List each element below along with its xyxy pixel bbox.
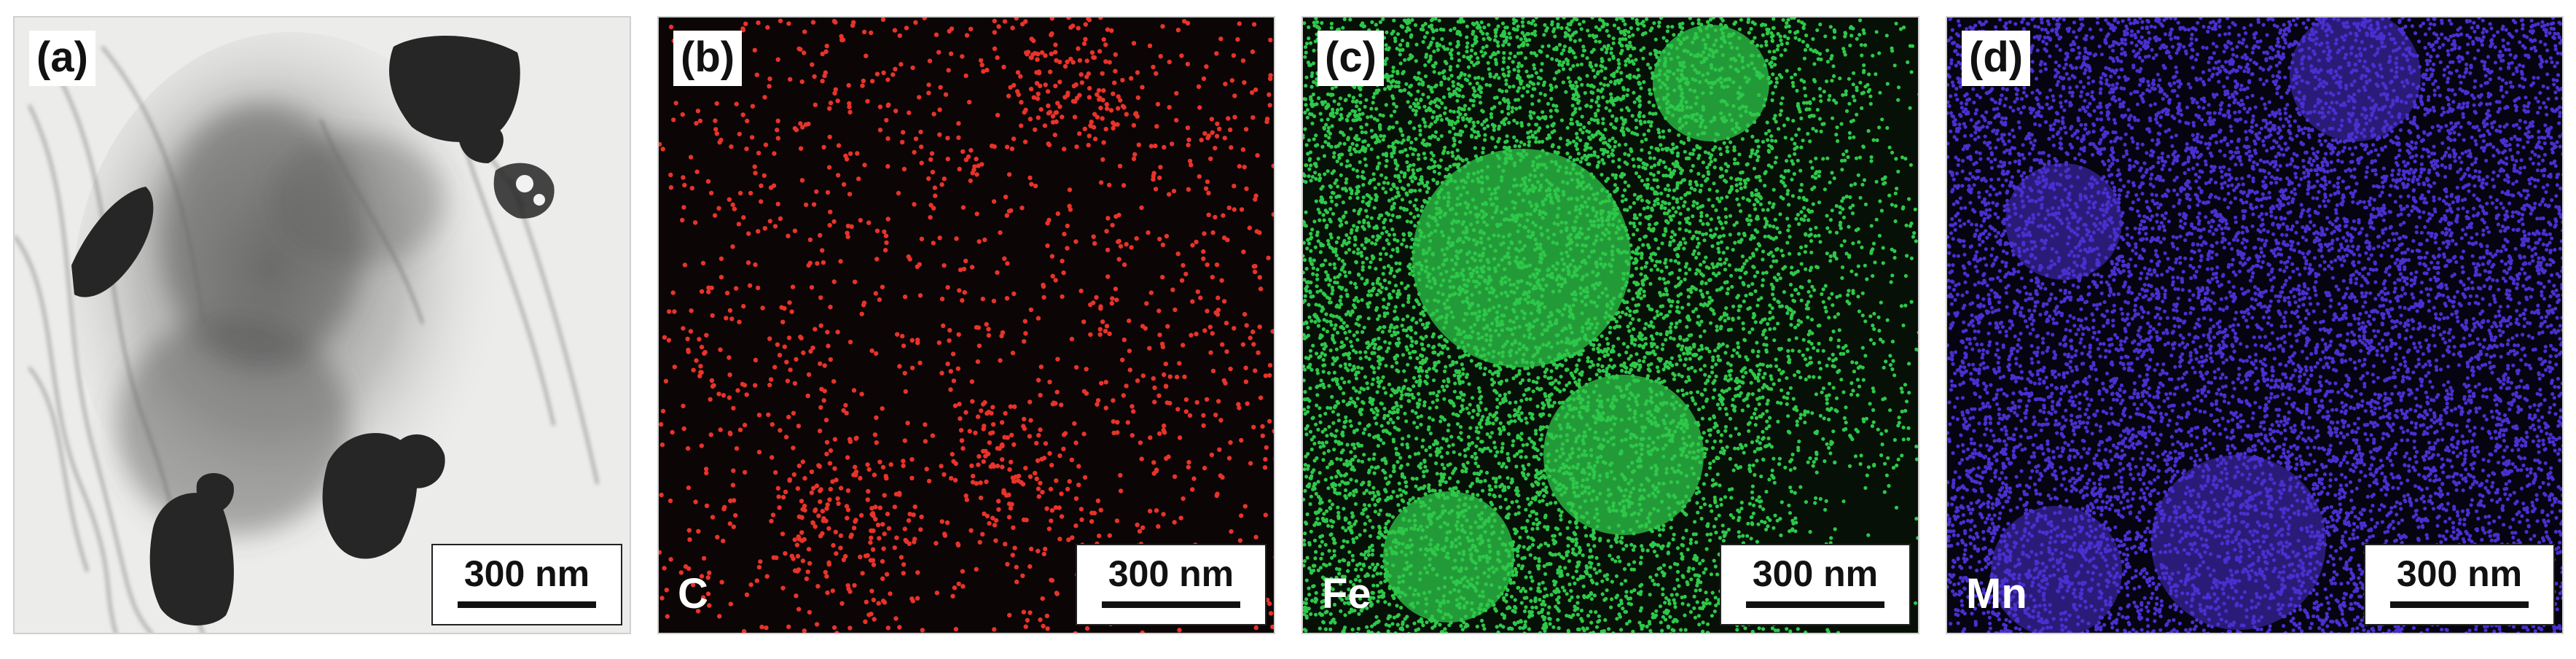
- scale-bar-line: [458, 601, 596, 608]
- panel-label: (b): [673, 31, 743, 86]
- panel-a-tem-image: (a) 300 nm: [13, 16, 631, 634]
- panel-label: (d): [1962, 31, 2031, 86]
- panel-d-manganese-map: (d) Mn 300 nm: [1946, 16, 2564, 634]
- iron-eds-map: [1303, 17, 1918, 633]
- scale-bar-label: 300 nm: [433, 555, 621, 592]
- scale-bar-label: 300 nm: [1077, 555, 1265, 592]
- scale-bar: 300 nm: [2364, 544, 2555, 625]
- tem-micrograph: [15, 17, 630, 633]
- manganese-eds-map: [1947, 17, 2562, 633]
- element-label: C: [678, 573, 708, 615]
- scale-bar-line: [1102, 601, 1240, 608]
- scale-bar: 300 nm: [431, 544, 622, 625]
- element-label: Mn: [1966, 573, 2027, 615]
- carbon-eds-map: [659, 17, 1274, 633]
- scale-bar: 300 nm: [1720, 544, 1911, 625]
- panel-c-iron-map: (c) Fe 300 nm: [1301, 16, 1919, 634]
- element-label: Fe: [1322, 573, 1371, 615]
- panel-b-carbon-map: (b) C 300 nm: [657, 16, 1275, 634]
- scale-bar-line: [2390, 601, 2529, 608]
- scale-bar-label: 300 nm: [1721, 555, 1909, 592]
- scale-bar-line: [1746, 601, 1884, 608]
- panel-label: (a): [29, 31, 95, 86]
- scale-bar-label: 300 nm: [2365, 555, 2553, 592]
- panel-label: (c): [1318, 31, 1384, 86]
- scale-bar: 300 nm: [1076, 544, 1267, 625]
